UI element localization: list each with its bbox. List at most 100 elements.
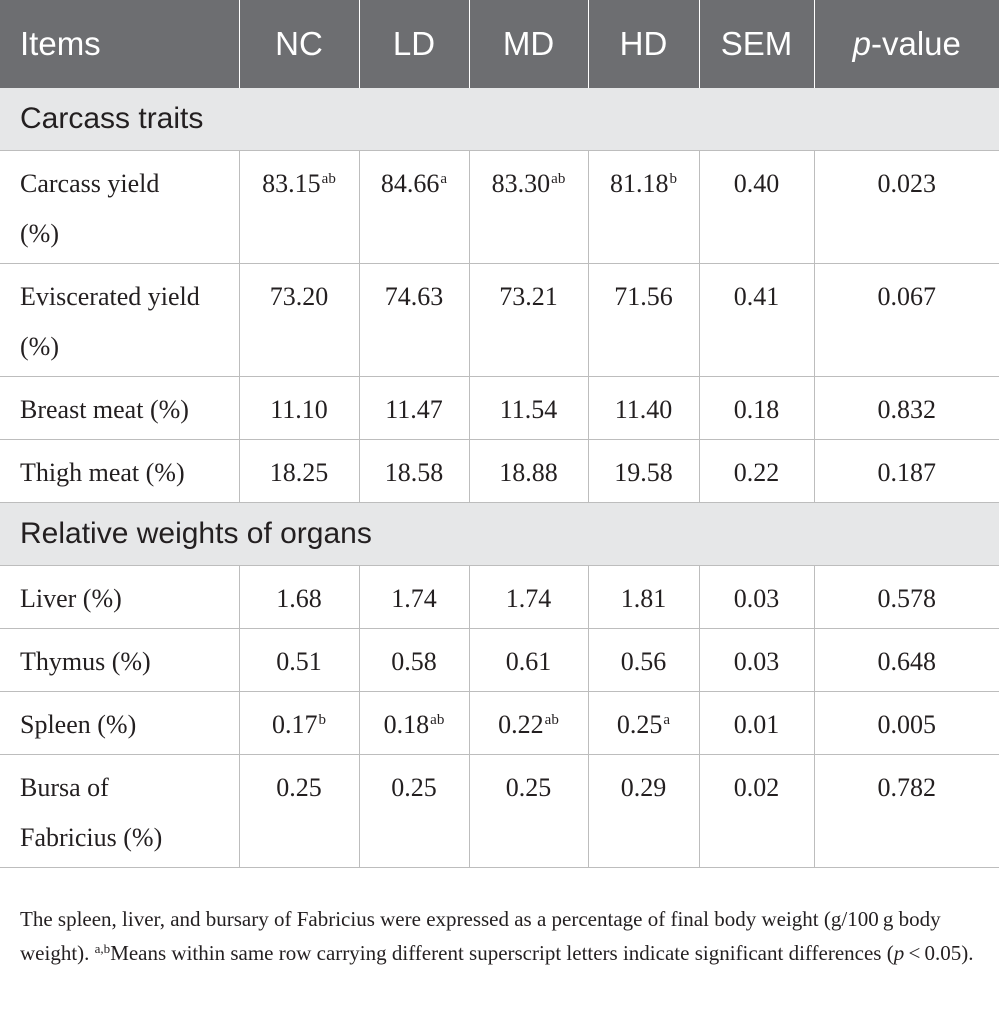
cell-nc: 11.10 (238, 376, 359, 440)
row-label: Thigh meat (%) (0, 439, 239, 503)
cell-p-value: 0.832 (813, 376, 999, 440)
row-label-line: Eviscerated yield (20, 282, 200, 311)
header-nc: NC (238, 0, 359, 88)
cell-sem: 0.18 (698, 376, 814, 440)
table-row: Liver (%) 1.68 1.74 1.74 1.81 0.03 0.578 (0, 565, 999, 629)
row-label-line: Bursa of (20, 773, 109, 802)
cell-nc: 83.15ab (238, 150, 359, 264)
footnote-text-2: Means within same row carrying different… (110, 941, 894, 965)
cell-hd: 71.56 (587, 263, 699, 377)
row-label: Bursa of Fabricius (%) (0, 754, 239, 868)
row-label-line: (%) (20, 219, 59, 248)
significance-superscript: ab (430, 712, 445, 728)
cell-value: 1.68 (276, 584, 322, 613)
cell-ld: 84.66a (358, 150, 469, 264)
header-p-value: p-value (813, 0, 999, 88)
row-label-line: Spleen (%) (20, 710, 137, 739)
cell-hd: 19.58 (587, 439, 699, 503)
cell-value: 0.56 (620, 647, 667, 676)
cell-value: 0.25 (391, 773, 437, 802)
cell-sem: 0.03 (698, 565, 814, 629)
cell-value: 0.578 (877, 584, 937, 613)
cell-sem: 0.03 (698, 628, 814, 692)
cell-md: 73.21 (468, 263, 588, 377)
cell-value: 11.47 (385, 395, 443, 424)
row-label: Liver (%) (0, 565, 239, 629)
row-label-line: (%) (20, 332, 59, 361)
cell-value: 0.782 (877, 773, 937, 802)
table-footnote: The spleen, liver, and bursary of Fabric… (20, 902, 995, 970)
cell-value: 18.58 (384, 458, 444, 487)
significance-superscript: b (318, 712, 327, 728)
data-table: Items NC LD MD HD SEM p-value Carcass tr… (0, 0, 999, 868)
cell-sem: 0.22 (698, 439, 814, 503)
cell-value: 1.74 (391, 584, 437, 613)
cell-hd: 0.29 (587, 754, 699, 868)
header-items: Items (0, 0, 239, 88)
significance-superscript: ab (551, 171, 566, 187)
cell-value: 0.25 (276, 773, 322, 802)
cell-value: 71.56 (614, 282, 673, 311)
table-row: Bursa of Fabricius (%) 0.25 0.25 0.25 0.29 0.0… (0, 754, 999, 868)
row-label-line: Thigh meat (%) (20, 458, 185, 487)
cell-value: 0.01 (733, 710, 780, 739)
header-p-italic: p (852, 25, 871, 62)
cell-value: 0.832 (877, 395, 937, 424)
row-label-line: Liver (%) (20, 584, 122, 613)
footnote-text-1: The spleen, liver, and bursary of Fabric… (20, 907, 941, 965)
cell-md: 83.30ab (468, 150, 588, 264)
cell-hd: 0.25a (587, 691, 699, 755)
table-row: Thigh meat (%) 18.25 18.58 18.88 19.58 0.22 0.… (0, 439, 999, 503)
cell-value: 0.41 (733, 282, 780, 311)
cell-p-value: 0.782 (813, 754, 999, 868)
cell-value: 0.187 (877, 458, 937, 487)
cell-nc: 0.51 (238, 628, 359, 692)
cell-ld: 74.63 (358, 263, 469, 377)
header-hd: HD (587, 0, 699, 88)
cell-md: 0.22ab (468, 691, 588, 755)
cell-value: 0.648 (877, 647, 937, 676)
cell-sem: 0.40 (698, 150, 814, 264)
cell-value: 0.18 (383, 710, 430, 739)
cell-md: 0.25 (468, 754, 588, 868)
cell-ld: 18.58 (358, 439, 469, 503)
cell-p-value: 0.005 (813, 691, 999, 755)
significance-superscript: a (663, 712, 671, 728)
row-label-line: Carcass yield (20, 169, 160, 198)
header-sem: SEM (698, 0, 814, 88)
cell-value: 0.51 (276, 647, 322, 676)
cell-value: 83.15 (262, 169, 321, 198)
cell-value: 0.22 (733, 458, 780, 487)
section-row: Relative weights of organs (0, 502, 999, 566)
cell-p-value: 0.578 (813, 565, 999, 629)
cell-value: 1.74 (505, 584, 552, 613)
cell-value: 19.58 (614, 458, 673, 487)
cell-value: 81.18 (610, 169, 669, 198)
cell-nc: 18.25 (238, 439, 359, 503)
cell-value: 11.54 (499, 395, 558, 424)
cell-value: 0.61 (505, 647, 552, 676)
cell-p-value: 0.023 (813, 150, 999, 264)
cell-hd: 1.81 (587, 565, 699, 629)
header-ld: LD (358, 0, 469, 88)
cell-hd: 11.40 (587, 376, 699, 440)
table-row: Carcass yield (%) 83.15ab 84.66a 83.30ab 81.1… (0, 150, 999, 264)
cell-value: 0.18 (733, 395, 780, 424)
cell-p-value: 0.648 (813, 628, 999, 692)
footnote-superscript: a,b (94, 941, 111, 956)
cell-ld: 0.58 (358, 628, 469, 692)
cell-value: 11.10 (270, 395, 328, 424)
table-row: Eviscerated yield (%) 73.20 74.63 73.21 71.56… (0, 263, 999, 377)
header-md: MD (468, 0, 588, 88)
cell-sem: 0.01 (698, 691, 814, 755)
footnote-text-3: < 0.05). (904, 941, 974, 965)
section-title: Carcass traits (0, 88, 999, 151)
row-label: Thymus (%) (0, 628, 239, 692)
cell-nc: 1.68 (238, 565, 359, 629)
cell-value: 0.22 (498, 710, 544, 739)
cell-ld: 11.47 (358, 376, 469, 440)
footnote-p-italic: p (893, 941, 905, 965)
cell-value: 0.067 (877, 282, 937, 311)
cell-value: 73.20 (269, 282, 329, 311)
row-label: Spleen (%) (0, 691, 239, 755)
